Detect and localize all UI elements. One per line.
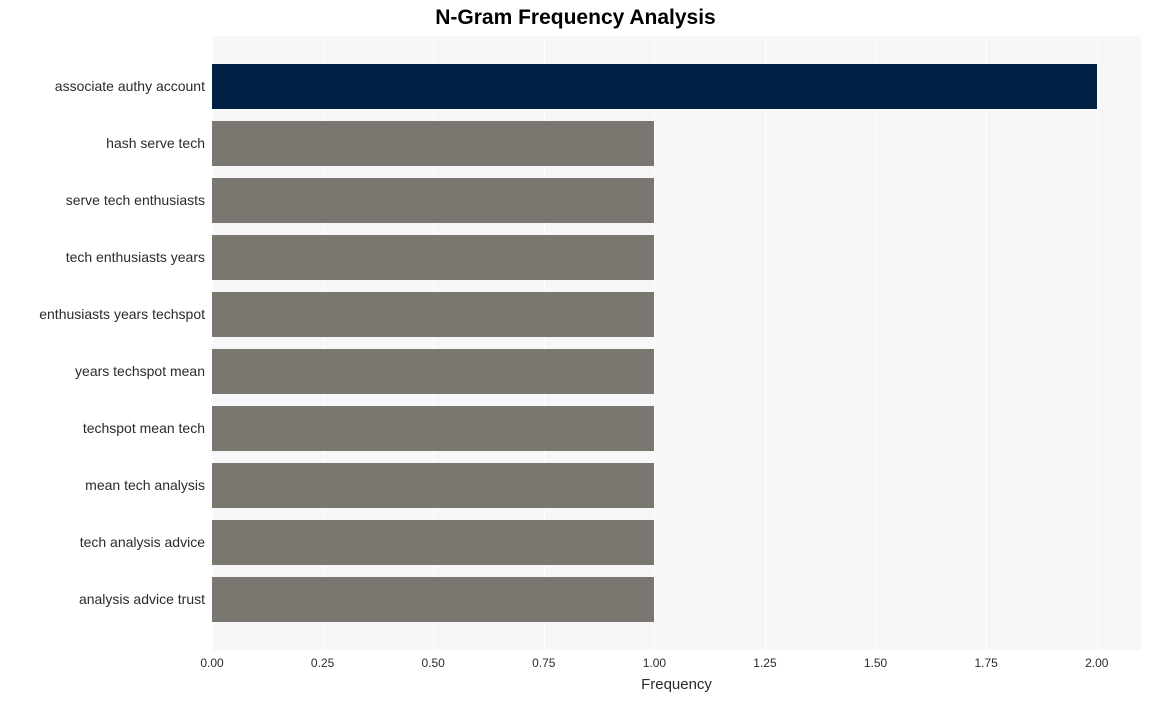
- gridline-vertical: [654, 36, 655, 650]
- x-tick-label: 0.50: [408, 656, 458, 670]
- y-category-label: associate authy account: [5, 64, 205, 109]
- bar: [212, 406, 654, 451]
- gridline-vertical: [876, 36, 877, 650]
- bar: [212, 577, 654, 622]
- plot-area: [212, 36, 1141, 650]
- x-tick-label: 1.00: [629, 656, 679, 670]
- x-tick-label: 1.75: [961, 656, 1011, 670]
- y-category-label: tech enthusiasts years: [5, 235, 205, 280]
- bar: [212, 178, 654, 223]
- x-tick-label: 1.50: [851, 656, 901, 670]
- y-category-label: years techspot mean: [5, 349, 205, 394]
- x-tick-label: 0.00: [187, 656, 237, 670]
- chart-title: N-Gram Frequency Analysis: [0, 6, 1151, 30]
- y-category-label: serve tech enthusiasts: [5, 178, 205, 223]
- bar: [212, 121, 654, 166]
- y-category-label: mean tech analysis: [5, 463, 205, 508]
- x-tick-label: 0.75: [519, 656, 569, 670]
- y-category-label: hash serve tech: [5, 121, 205, 166]
- x-tick-label: 2.00: [1072, 656, 1122, 670]
- x-axis-label: Frequency: [212, 676, 1141, 693]
- bar: [212, 463, 654, 508]
- bar: [212, 64, 1097, 109]
- x-tick-label: 1.25: [740, 656, 790, 670]
- y-category-label: analysis advice trust: [5, 577, 205, 622]
- bar: [212, 520, 654, 565]
- gridline-vertical: [1097, 36, 1098, 650]
- y-category-label: tech analysis advice: [5, 520, 205, 565]
- y-category-label: enthusiasts years techspot: [5, 292, 205, 337]
- bar: [212, 235, 654, 280]
- bar: [212, 349, 654, 394]
- x-tick-label: 0.25: [298, 656, 348, 670]
- gridline-vertical: [986, 36, 987, 650]
- ngram-frequency-chart: N-Gram Frequency Analysis Frequency 0.00…: [0, 0, 1151, 701]
- gridline-vertical: [765, 36, 766, 650]
- y-category-label: techspot mean tech: [5, 406, 205, 451]
- bar: [212, 292, 654, 337]
